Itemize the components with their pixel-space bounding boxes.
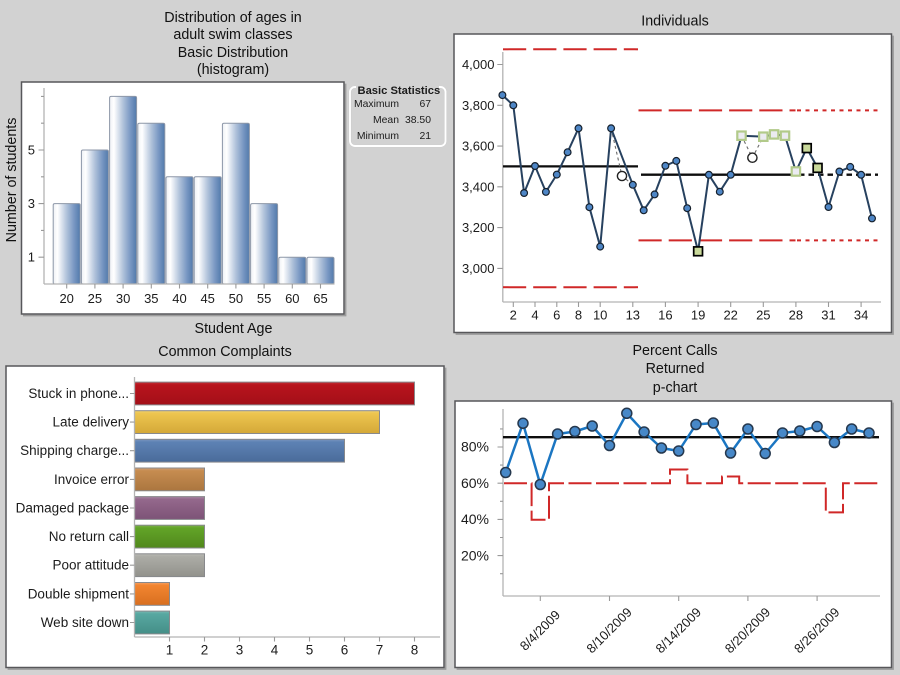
svg-text:3,800: 3,800 (462, 98, 495, 113)
svg-text:Minimum: Minimum (357, 131, 399, 142)
svg-text:67: 67 (419, 99, 431, 110)
svg-text:Shipping charge...: Shipping charge... (20, 443, 129, 458)
svg-text:3,000: 3,000 (462, 261, 495, 276)
svg-text:60: 60 (285, 291, 299, 306)
svg-text:Poor attitude: Poor attitude (52, 558, 129, 573)
svg-text:4,000: 4,000 (462, 57, 495, 72)
svg-text:8: 8 (575, 308, 582, 323)
svg-text:Web site down: Web site down (41, 615, 129, 630)
svg-text:Percent Calls: Percent Calls (632, 343, 717, 359)
svg-text:13: 13 (626, 308, 640, 323)
svg-text:40: 40 (172, 291, 186, 306)
svg-text:1: 1 (166, 643, 174, 658)
svg-text:1: 1 (28, 250, 35, 265)
svg-text:Damaged package: Damaged package (16, 501, 129, 516)
svg-text:5: 5 (28, 143, 35, 158)
svg-text:28: 28 (789, 308, 803, 323)
svg-text:35: 35 (144, 291, 158, 306)
svg-text:21: 21 (419, 131, 431, 142)
svg-text:45: 45 (200, 291, 214, 306)
svg-text:3,200: 3,200 (462, 220, 495, 235)
svg-text:3: 3 (28, 196, 35, 211)
svg-text:Late delivery: Late delivery (52, 415, 129, 430)
svg-text:65: 65 (313, 291, 327, 306)
svg-text:Common Complaints: Common Complaints (158, 344, 291, 360)
svg-text:31: 31 (821, 308, 835, 323)
svg-text:3,600: 3,600 (462, 139, 495, 154)
svg-text:Invoice error: Invoice error (54, 472, 130, 487)
svg-text:25: 25 (88, 291, 102, 306)
svg-text:19: 19 (691, 308, 705, 323)
svg-text:3,400: 3,400 (462, 179, 495, 194)
svg-text:10: 10 (593, 308, 607, 323)
svg-text:Mean: Mean (373, 115, 399, 126)
svg-text:Returned: Returned (646, 361, 705, 377)
svg-text:4: 4 (271, 643, 279, 658)
svg-text:6: 6 (553, 308, 560, 323)
svg-text:Individuals: Individuals (641, 14, 709, 30)
svg-text:2: 2 (510, 308, 517, 323)
svg-text:Double shipment: Double shipment (28, 586, 130, 601)
svg-text:20%: 20% (461, 547, 489, 563)
svg-text:3: 3 (236, 643, 244, 658)
svg-text:30: 30 (116, 291, 130, 306)
svg-text:16: 16 (658, 308, 672, 323)
svg-text:60%: 60% (461, 475, 489, 491)
svg-text:6: 6 (341, 643, 349, 658)
svg-text:40%: 40% (461, 511, 489, 527)
svg-text:34: 34 (854, 308, 868, 323)
svg-text:No return call: No return call (49, 529, 129, 544)
svg-text:7: 7 (376, 643, 384, 658)
svg-text:2: 2 (201, 643, 209, 658)
svg-text:(histogram): (histogram) (197, 62, 269, 78)
svg-text:80%: 80% (461, 439, 489, 455)
svg-text:55: 55 (257, 291, 271, 306)
svg-text:Maximum: Maximum (354, 99, 399, 110)
svg-text:25: 25 (756, 308, 770, 323)
svg-text:p-chart: p-chart (653, 380, 698, 396)
svg-text:adult swim classes: adult swim classes (173, 27, 292, 43)
svg-text:8: 8 (411, 643, 419, 658)
svg-text:4: 4 (531, 308, 538, 323)
svg-text:Student Age: Student Age (195, 321, 273, 337)
svg-text:50: 50 (229, 291, 243, 306)
svg-text:Number of students: Number of students (4, 118, 20, 243)
svg-text:Stuck in phone...: Stuck in phone... (28, 386, 129, 401)
svg-text:Basic Statistics: Basic Statistics (358, 85, 441, 97)
svg-text:38.50: 38.50 (405, 115, 431, 126)
svg-text:5: 5 (306, 643, 314, 658)
svg-text:Basic Distribution: Basic Distribution (178, 45, 288, 61)
svg-text:20: 20 (59, 291, 73, 306)
svg-text:22: 22 (723, 308, 737, 323)
svg-text:Distribution of ages in: Distribution of ages in (164, 10, 302, 26)
